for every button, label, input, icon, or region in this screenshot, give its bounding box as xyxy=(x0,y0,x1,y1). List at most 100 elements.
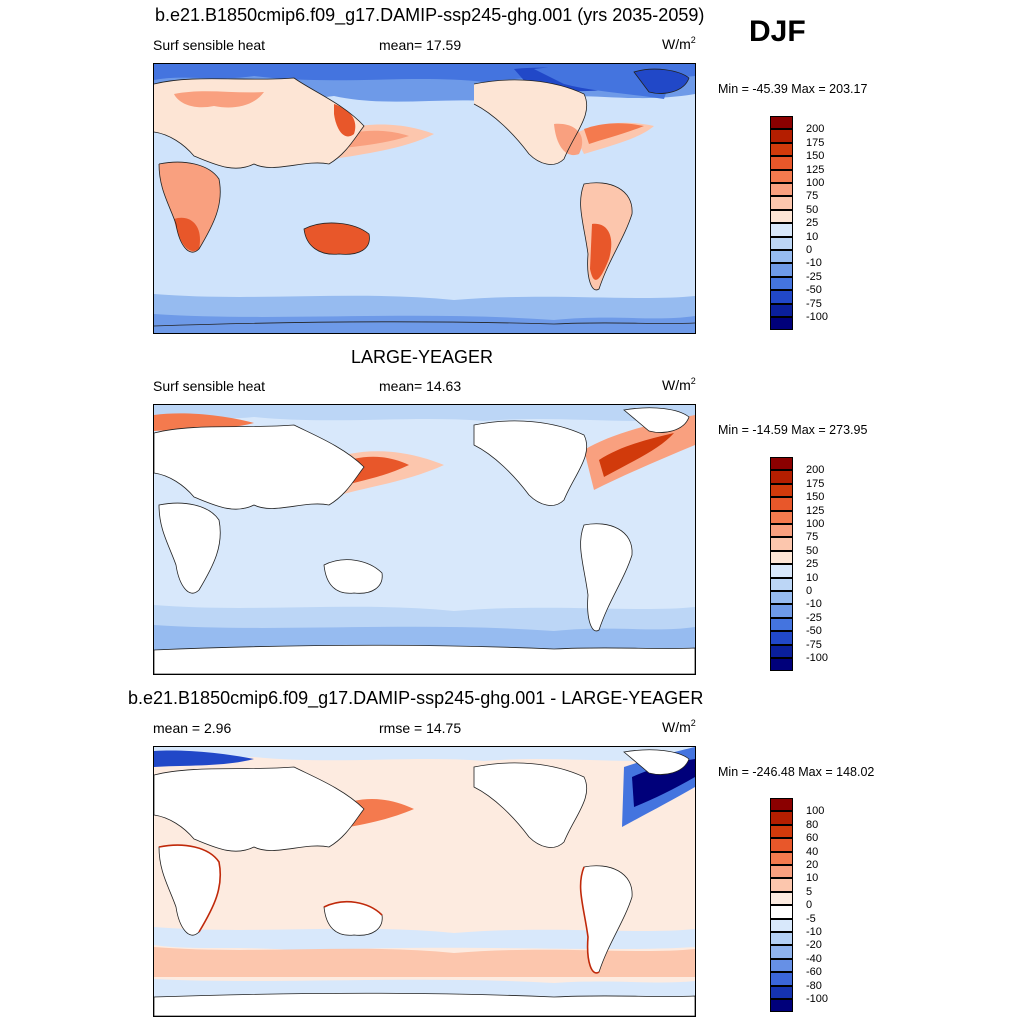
colorbar-tick-label: -10 xyxy=(806,926,822,938)
panel3-mean-label: mean = 2.96 xyxy=(153,720,232,736)
colorbar-swatch xyxy=(770,483,793,498)
colorbar-tick-label: 80 xyxy=(806,818,819,831)
colorbar-tick-label: -75 xyxy=(806,638,822,651)
colorbar-swatch xyxy=(770,865,793,879)
colorbar-swatch xyxy=(770,236,793,250)
colorbar-swatch xyxy=(770,263,793,277)
colorbar-swatch xyxy=(770,918,793,932)
colorbar-tick-label: -40 xyxy=(806,952,822,965)
colorbar-swatch xyxy=(770,537,793,551)
colorbar-swatch xyxy=(770,658,793,672)
panel3-rmse-label: rmse = 14.75 xyxy=(379,720,462,736)
panel3-title: b.e21.B1850cmip6.f09_g17.DAMIP-ssp245-gh… xyxy=(128,688,704,708)
colorbar-tick-label: 25 xyxy=(806,558,819,571)
colorbar-tick-label: 60 xyxy=(806,832,819,845)
colorbar-tick-label: -100 xyxy=(806,311,829,323)
colorbar-swatch xyxy=(770,972,793,986)
colorbar-swatch xyxy=(770,183,793,197)
colorbar-swatch xyxy=(770,999,793,1013)
panel2-units: W/m2 xyxy=(662,376,696,393)
colorbar-swatch xyxy=(770,838,793,852)
colorbar-tick-label: 125 xyxy=(806,504,825,517)
colorbar-swatch xyxy=(770,958,793,973)
panel1-map xyxy=(153,63,696,334)
colorbar-tick-label: 50 xyxy=(806,203,819,216)
colorbar-tick-label: -50 xyxy=(806,625,822,638)
colorbar-tick-label: 75 xyxy=(806,531,819,544)
panel2-map xyxy=(153,404,696,675)
colorbar-swatch xyxy=(770,524,793,538)
colorbar-swatch xyxy=(770,303,793,317)
colorbar-tick-label: 100 xyxy=(806,518,825,530)
colorbar-swatch xyxy=(770,510,793,524)
colorbar-tick-label: 5 xyxy=(806,885,813,898)
colorbar-swatch xyxy=(770,591,793,605)
colorbar-tick-label: 50 xyxy=(806,544,819,557)
panel3-units: W/m2 xyxy=(662,718,696,735)
colorbar-swatch xyxy=(770,878,793,892)
colorbar-swatch xyxy=(770,932,793,946)
colorbar-swatch xyxy=(770,851,793,865)
colorbar-swatch xyxy=(770,116,793,130)
colorbar-swatch xyxy=(770,156,793,170)
colorbar-swatch xyxy=(770,129,793,143)
season-label: DJF xyxy=(749,15,806,48)
panel2-mean-label: mean= 14.63 xyxy=(379,378,462,394)
panel3-map xyxy=(153,746,696,1017)
colorbar-tick-label: -25 xyxy=(806,270,822,283)
colorbar-tick-label: 150 xyxy=(806,150,825,163)
colorbar-tick-label: -10 xyxy=(806,257,822,270)
panel2-title: LARGE-YEAGER xyxy=(351,347,494,367)
colorbar-swatch xyxy=(770,550,793,565)
colorbar-swatch xyxy=(770,824,793,839)
colorbar-tick-label: -25 xyxy=(806,611,822,624)
colorbar-tick-label: 20 xyxy=(806,859,819,871)
colorbar-tick-label: 0 xyxy=(806,244,813,256)
colorbar-tick-label: -5 xyxy=(806,912,816,925)
colorbar-swatch xyxy=(770,811,793,825)
colorbar-tick-label: 150 xyxy=(806,491,825,504)
colorbar-tick-label: -20 xyxy=(806,939,822,952)
colorbar-tick-label: 10 xyxy=(806,571,819,584)
colorbar-swatch xyxy=(770,891,793,906)
colorbar-swatch xyxy=(770,223,793,237)
colorbar-swatch xyxy=(770,617,793,632)
colorbar-swatch xyxy=(770,196,793,210)
panel1-minmax: Min = -45.39 Max = 203.17 xyxy=(718,82,868,96)
colorbar-swatch xyxy=(770,604,793,618)
colorbar-tick-label: 100 xyxy=(806,177,825,189)
colorbar-swatch xyxy=(770,470,793,484)
panel1-variable-label: Surf sensible heat xyxy=(153,37,266,53)
colorbar-tick-label: -60 xyxy=(806,966,822,979)
colorbar-tick-label: -10 xyxy=(806,598,822,611)
colorbar-tick-label: -75 xyxy=(806,297,822,310)
colorbar-tick-label: 40 xyxy=(806,845,819,858)
colorbar-swatch xyxy=(770,564,793,578)
colorbar-swatch xyxy=(770,317,793,331)
colorbar-swatch xyxy=(770,985,793,999)
colorbar-tick-label: 10 xyxy=(806,230,819,243)
colorbar-swatch xyxy=(770,577,793,591)
colorbar-tick-label: 25 xyxy=(806,217,819,230)
panel1-mean-label: mean= 17.59 xyxy=(379,37,462,53)
colorbar-tick-label: 0 xyxy=(806,899,813,912)
panel2-variable-label: Surf sensible heat xyxy=(153,378,266,394)
colorbar-tick-label: 125 xyxy=(806,163,825,176)
colorbar-swatch xyxy=(770,209,793,224)
colorbar-swatch xyxy=(770,169,793,183)
colorbar-swatch xyxy=(770,457,793,471)
colorbar-swatch xyxy=(770,644,793,658)
colorbar-tick-label: 75 xyxy=(806,190,819,203)
panel1-title: b.e21.B1850cmip6.f09_g17.DAMIP-ssp245-gh… xyxy=(155,5,705,25)
colorbar-swatch xyxy=(770,142,793,157)
colorbar-tick-label: 200 xyxy=(806,464,825,477)
colorbar-swatch xyxy=(770,631,793,645)
colorbar-tick-label: 10 xyxy=(806,872,819,885)
colorbar-tick-label: -80 xyxy=(806,979,822,992)
colorbar-swatch xyxy=(770,276,793,291)
colorbar-tick-label: 100 xyxy=(806,805,825,818)
panel2-minmax: Min = -14.59 Max = 273.95 xyxy=(718,423,868,437)
colorbar-swatch xyxy=(770,290,793,304)
panel3-minmax: Min = -246.48 Max = 148.02 xyxy=(718,765,875,779)
colorbar-swatch xyxy=(770,497,793,511)
